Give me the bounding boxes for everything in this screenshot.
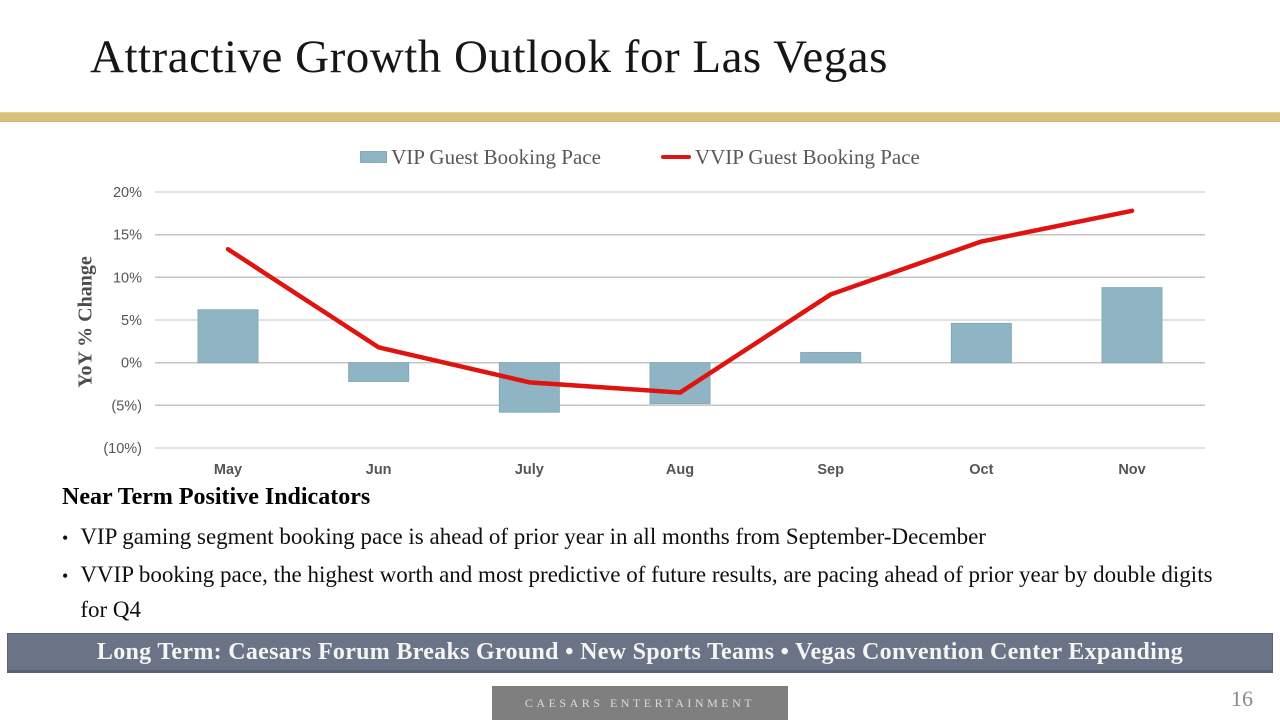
vip-bar [348, 362, 410, 382]
vip-bar [649, 362, 711, 405]
vip-bar [1101, 287, 1163, 364]
bullet-icon: • [62, 566, 69, 586]
vip-bar [800, 351, 862, 364]
footer-brand-box: CAESARS ENTERTAINMENT [492, 686, 788, 720]
x-tick-label: May [214, 462, 242, 478]
near-term-indicators-block: Near Term Positive Indicators • VIP gami… [62, 484, 1214, 629]
bullet-text: VVIP booking pace, the highest worth and… [80, 562, 1213, 622]
bullet-icon: • [62, 528, 69, 548]
y-tick-label: 15% [113, 228, 142, 244]
y-tick-label: 0% [121, 356, 142, 372]
y-tick-label: 10% [113, 270, 142, 286]
indicators-heading: Near Term Positive Indicators [62, 484, 371, 510]
legend-label-vvip: VVIP Guest Booking Pace [694, 144, 920, 169]
vip-bar [498, 362, 560, 413]
vvip-line [225, 208, 1135, 395]
bullet-item: • VIP gaming segment booking pace is ahe… [62, 520, 1214, 556]
x-tick-label: Nov [1118, 462, 1145, 478]
x-tick-label: July [515, 462, 544, 478]
bullet-item: • VVIP booking pace, the highest worth a… [62, 558, 1214, 627]
x-tick-label: Sep [817, 462, 844, 478]
legend-label-vip: VIP Guest Booking Pace [391, 144, 601, 169]
footer-brand-label: CAESARS ENTERTAINMENT [524, 695, 756, 710]
x-tick-label: Aug [666, 462, 694, 478]
vip-bar [197, 309, 259, 364]
vip-bar [950, 322, 1012, 364]
legend-item-vip: VIP Guest Booking Pace [360, 145, 601, 170]
gold-divider [0, 112, 1280, 122]
slide-title: Attractive Growth Outlook for Las Vegas [90, 31, 888, 83]
x-tick-label: Oct [969, 462, 993, 478]
long-term-banner: Long Term: Caesars Forum Breaks Ground •… [7, 633, 1273, 673]
y-tick-label: 20% [113, 185, 142, 201]
x-tick-label: Jun [366, 462, 392, 478]
vvip-line-swatch-icon [660, 155, 691, 159]
page-number: 16 [1231, 686, 1253, 711]
y-tick-label: (5%) [111, 398, 142, 414]
bullet-text: VIP gaming segment booking pace is ahead… [80, 524, 986, 549]
y-tick-label: (10%) [103, 441, 142, 457]
y-tick-label: 5% [121, 313, 142, 329]
legend-item-vvip: VVIP Guest Booking Pace [660, 144, 920, 170]
vip-bar-swatch-icon [360, 151, 388, 163]
chart-legend: VIP Guest Booking Pace VVIP Guest Bookin… [0, 145, 1280, 169]
